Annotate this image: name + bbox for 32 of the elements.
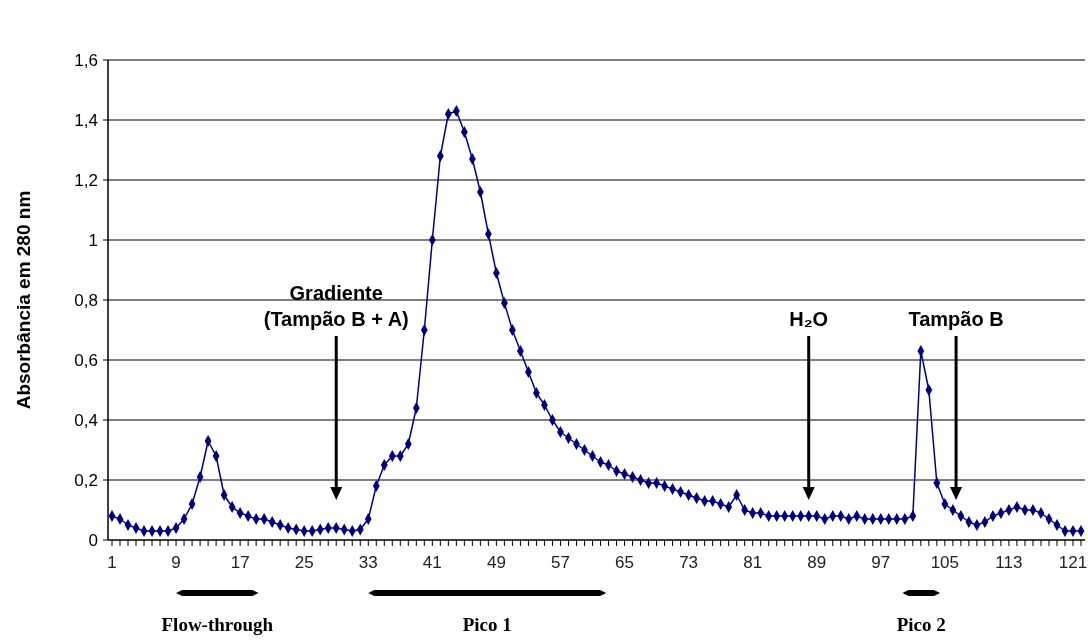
y-tick-label: 0,2 (74, 470, 98, 490)
x-tick-label: 89 (807, 553, 827, 572)
y-tick-label: 0 (88, 530, 98, 550)
y-tick-label: 1,4 (74, 110, 98, 130)
annotation: Tampão B (908, 308, 1004, 330)
y-tick-label: 0,4 (74, 410, 98, 430)
annotation: H₂O (789, 308, 829, 330)
x-tick-label: 17 (230, 553, 250, 572)
y-axis-title: Absorbância em 280 nm (13, 190, 34, 410)
x-tick-label: 73 (679, 553, 699, 572)
y-tick-label: 0,6 (74, 350, 98, 370)
x-tick-label: 113 (995, 553, 1023, 572)
y-tick-label: 1,2 (74, 170, 98, 190)
y-tick-label: 1,6 (74, 50, 98, 70)
annotation: Gradiente (Tampão B + A) (263, 282, 409, 330)
x-tick-label: 25 (294, 553, 314, 572)
x-tick-label: 105 (930, 553, 960, 572)
x-tick-label: 57 (551, 553, 570, 572)
x-tick-label: 65 (615, 553, 634, 572)
x-tick-label: 121 (1058, 553, 1088, 572)
x-tick-label: 41 (422, 553, 442, 572)
y-tick-label: 1 (88, 230, 98, 250)
text: Pico 2 (896, 614, 946, 635)
x-tick-label: 33 (358, 553, 378, 572)
y-tick-label: 0,8 (74, 290, 98, 310)
x-tick-label: 97 (871, 553, 891, 572)
x-tick-label: 9 (171, 553, 181, 572)
text: Flow-through (161, 614, 274, 635)
x-tick-label: 1 (107, 553, 117, 572)
text: Pico 1 (462, 614, 512, 635)
x-tick-label: 49 (486, 553, 506, 572)
x-tick-label: 81 (743, 553, 763, 572)
